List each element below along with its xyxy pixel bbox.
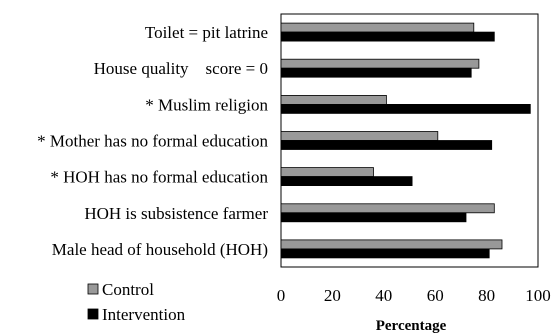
category-label: * HOH has no formal education <box>50 168 268 187</box>
bar-control-2 <box>280 95 387 105</box>
bar-intervention-3 <box>280 140 493 150</box>
bar-control-3 <box>280 131 439 141</box>
x-tick-label: 0 <box>277 286 286 305</box>
bar-intervention-4 <box>280 176 413 187</box>
bar-control-0 <box>280 22 475 33</box>
bar-intervention-1 <box>280 67 472 78</box>
bar-control-6 <box>280 239 503 250</box>
bar-intervention-2 <box>280 104 531 114</box>
x-tick-labels: 0 20 40 60 80 100 <box>277 286 551 305</box>
x-tick-label: 60 <box>427 286 444 305</box>
category-label: * Muslim religion <box>145 95 268 114</box>
bars-group <box>280 22 531 259</box>
category-label: Male head of household (HOH) <box>52 240 268 259</box>
legend-label-control: Control <box>102 280 154 299</box>
x-tick-label: 100 <box>525 286 551 305</box>
bar-control-5 <box>280 203 495 214</box>
legend: Control Intervention <box>87 280 186 324</box>
legend-swatch-control <box>87 283 99 295</box>
category-label: Toilet = pit latrine <box>145 23 268 42</box>
x-tick-label: 40 <box>375 286 392 305</box>
bar-control-4 <box>280 167 374 178</box>
bar-intervention-0 <box>280 31 495 42</box>
x-tick-label: 80 <box>478 286 495 305</box>
category-label: * Mother has no formal education <box>37 132 268 151</box>
x-tick-label: 20 <box>324 286 341 305</box>
category-label: House quality score = 0 <box>94 59 268 78</box>
legend-swatch-intervention <box>87 308 99 320</box>
x-axis-title: Percentage <box>376 318 447 333</box>
category-label: HOH is subsistence farmer <box>84 204 268 223</box>
bar-intervention-5 <box>280 212 467 223</box>
category-labels: Toilet = pit latrine House quality score … <box>37 23 268 259</box>
legend-label-intervention: Intervention <box>102 305 186 324</box>
bar-control-1 <box>280 58 480 69</box>
bar-intervention-6 <box>280 248 490 259</box>
